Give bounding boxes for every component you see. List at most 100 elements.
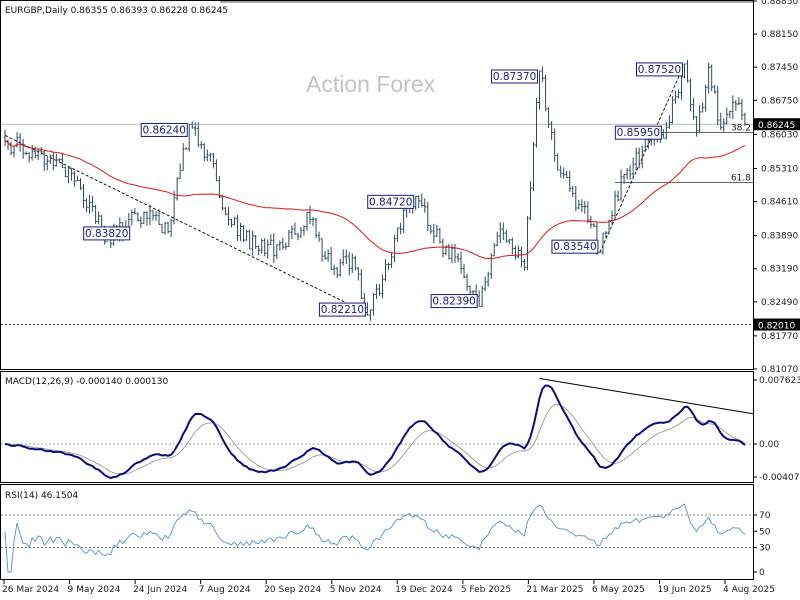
price-bar — [215, 159, 218, 182]
price-bar — [12, 145, 16, 158]
price-bar — [432, 223, 436, 244]
price-callout: 0.87520 — [636, 62, 683, 77]
price-bar — [45, 157, 49, 171]
price-bar — [520, 246, 523, 268]
price-bar — [583, 200, 587, 214]
price-bar — [251, 230, 254, 256]
price-bar — [514, 245, 517, 260]
price-bar — [604, 230, 608, 239]
price-bar — [30, 144, 34, 161]
price-callout: 0.82210 — [318, 302, 366, 317]
price-bar — [263, 238, 267, 257]
price-bar — [619, 169, 623, 201]
price-bar — [601, 232, 605, 255]
price-bar — [242, 225, 245, 243]
support-label: 0.82010 — [758, 322, 795, 332]
price-bar — [589, 215, 593, 229]
macd-y-tick-label: 0.007623 — [759, 376, 800, 386]
price-bar — [625, 167, 629, 180]
callout-label: 0.83820 — [85, 228, 128, 240]
price-bar — [577, 199, 581, 210]
callout-label: 0.82390 — [432, 296, 475, 308]
price-bar — [9, 141, 13, 156]
price-bar — [375, 283, 378, 299]
price-y-tick-label: 0.81070 — [761, 365, 798, 375]
price-y-tick-label: 0.88150 — [761, 30, 798, 40]
price-bar — [82, 184, 85, 209]
price-bar — [266, 239, 270, 259]
price-bar — [52, 152, 55, 171]
price-bar — [631, 157, 635, 180]
current-price-bg — [754, 118, 800, 131]
price-bar — [402, 208, 405, 234]
macd-panel-title: MACD(12,26,9) -0.000140 0.000130 — [5, 377, 168, 387]
callout-label: 0.82210 — [321, 304, 364, 316]
price-bar — [227, 206, 230, 226]
price-bar — [426, 201, 430, 232]
price-bar — [308, 205, 312, 224]
x-tick-label: 5 Nov 2024 — [330, 585, 382, 595]
price-bar — [175, 177, 179, 201]
x-tick-label: 24 Jun 2024 — [133, 585, 187, 595]
price-bar — [492, 242, 496, 257]
price-bar — [628, 164, 632, 180]
price-bar — [722, 118, 726, 132]
price-bar — [707, 62, 710, 94]
price-bar — [148, 204, 152, 226]
callout-label: 0.84720 — [369, 196, 412, 208]
price-bar — [320, 238, 324, 262]
callout-box — [140, 122, 188, 137]
fib-level-label: 38.2 — [731, 123, 751, 133]
price-bar — [529, 181, 532, 221]
price-bar — [209, 152, 212, 162]
price-bar — [483, 276, 487, 292]
price-bar — [269, 234, 273, 245]
x-tick-label: 20 Sep 2024 — [264, 585, 321, 595]
price-y-tick-label: 0.88850 — [761, 0, 798, 7]
price-bar — [58, 158, 61, 162]
price-bar — [465, 273, 469, 291]
price-bar — [239, 222, 242, 242]
price-bar — [396, 227, 399, 243]
price-bar — [384, 259, 387, 282]
callout-box — [367, 194, 415, 209]
macd-y-tick-label: -0.004073 — [759, 473, 800, 483]
macd-signal-line — [4, 403, 746, 475]
price-bar — [94, 205, 97, 224]
support-bg — [754, 318, 800, 331]
price-bar — [196, 122, 200, 148]
price-bar — [737, 97, 741, 105]
callout-label: 0.85950 — [617, 127, 660, 139]
price-bar — [203, 143, 206, 162]
price-bar — [456, 252, 460, 263]
price-bar — [354, 255, 357, 271]
current-price-label: 0.86245 — [758, 121, 795, 131]
x-tick-label: 4 Aug 2025 — [723, 585, 775, 595]
rsi-y-tick-label: 0 — [759, 568, 765, 578]
price-bar — [674, 90, 677, 104]
price-bar — [544, 74, 547, 112]
price-bar — [698, 105, 701, 134]
price-bar — [725, 107, 729, 125]
price-bar — [568, 170, 572, 192]
price-callout: 0.83820 — [83, 226, 131, 241]
price-bar — [438, 227, 442, 244]
price-bar — [643, 138, 647, 152]
price-bar — [399, 222, 402, 235]
price-callout: 0.82390 — [430, 294, 478, 309]
price-bar — [532, 142, 535, 192]
price-bar — [193, 122, 197, 136]
price-bar — [272, 233, 276, 263]
price-bar — [662, 129, 665, 139]
price-bar — [248, 229, 251, 250]
price-bar — [689, 78, 692, 111]
price-bar — [634, 147, 638, 171]
price-bar — [184, 147, 188, 150]
current-price-flag: 0.86245 — [754, 118, 800, 131]
price-bar — [24, 151, 28, 156]
x-tick-label: 19 Jun 2025 — [657, 585, 711, 595]
trendline — [4, 134, 368, 314]
price-bar — [139, 216, 143, 228]
price-bar — [190, 121, 194, 129]
